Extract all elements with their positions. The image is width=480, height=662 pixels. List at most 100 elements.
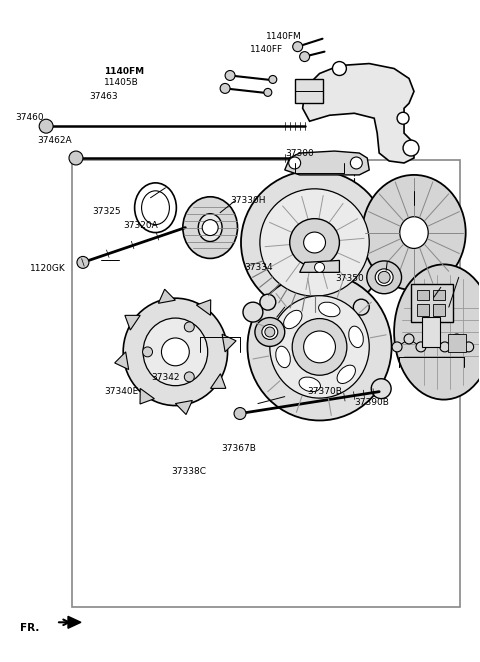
Ellipse shape [319,302,340,316]
Ellipse shape [262,324,278,340]
Ellipse shape [142,191,169,224]
Ellipse shape [400,216,428,248]
Text: 37325: 37325 [92,207,120,216]
Text: 37462A: 37462A [37,136,72,144]
Bar [72,160,459,608]
Circle shape [288,157,300,169]
Ellipse shape [260,189,369,296]
Text: 37338C: 37338C [171,467,206,476]
Circle shape [404,334,414,344]
Ellipse shape [183,197,238,258]
Polygon shape [158,289,175,303]
Polygon shape [302,64,414,163]
Polygon shape [140,389,155,404]
Polygon shape [222,334,236,352]
Circle shape [416,342,426,352]
Circle shape [304,331,336,363]
Ellipse shape [123,298,228,406]
Ellipse shape [349,326,363,348]
Ellipse shape [248,273,392,420]
Ellipse shape [394,264,480,400]
Polygon shape [125,315,140,330]
Text: 11405B: 11405B [104,77,139,87]
Text: 1140FF: 1140FF [250,45,283,54]
Circle shape [428,334,438,344]
Polygon shape [300,260,339,272]
Circle shape [260,294,276,310]
Text: 37334: 37334 [245,263,274,271]
Circle shape [234,408,246,420]
Polygon shape [196,300,211,315]
Text: 37460: 37460 [16,113,44,122]
Circle shape [440,342,450,352]
Circle shape [300,52,310,62]
Ellipse shape [299,377,321,392]
Ellipse shape [270,296,369,398]
Circle shape [265,327,275,337]
Text: FR.: FR. [21,624,40,634]
Text: 37370B: 37370B [307,387,342,396]
Ellipse shape [134,183,176,232]
Ellipse shape [143,318,208,386]
Text: 37390B: 37390B [355,398,389,406]
Ellipse shape [198,214,222,242]
Circle shape [293,42,302,52]
Circle shape [333,62,347,75]
Circle shape [371,379,391,399]
Bar [417,290,429,300]
Ellipse shape [290,218,339,266]
Ellipse shape [241,170,388,314]
Circle shape [392,342,402,352]
Circle shape [264,89,272,97]
Text: 37463: 37463 [90,91,118,101]
Text: 37320A: 37320A [123,220,158,230]
Text: 1140FM: 1140FM [266,32,302,40]
Polygon shape [211,374,226,389]
Circle shape [184,372,194,382]
Ellipse shape [276,346,290,367]
Ellipse shape [255,318,285,346]
Circle shape [452,334,462,344]
Polygon shape [285,151,369,175]
Circle shape [220,83,230,93]
Circle shape [143,347,153,357]
Text: 1120GK: 1120GK [30,264,66,273]
Circle shape [269,75,277,83]
Bar [417,304,429,316]
Ellipse shape [375,269,393,286]
Circle shape [161,338,189,366]
Circle shape [403,140,419,156]
Ellipse shape [362,175,466,290]
Circle shape [69,151,83,165]
Polygon shape [115,352,129,369]
Polygon shape [68,616,81,628]
Bar [448,334,466,352]
Text: 37330H: 37330H [230,196,266,205]
Circle shape [353,299,369,315]
Ellipse shape [292,318,347,375]
Circle shape [378,271,390,283]
Circle shape [243,302,263,322]
Circle shape [184,322,194,332]
Circle shape [314,262,324,272]
Bar [433,290,445,300]
Circle shape [77,256,89,268]
Text: 37342: 37342 [152,373,180,381]
Circle shape [464,342,474,352]
Bar [411,284,453,322]
Polygon shape [175,401,192,414]
Circle shape [350,157,362,169]
Ellipse shape [337,365,355,383]
Bar [295,79,323,103]
Circle shape [202,220,218,236]
Text: 37340E: 37340E [104,387,138,396]
Text: 37350: 37350 [336,274,364,283]
Circle shape [39,119,53,133]
Circle shape [397,113,409,124]
Bar [433,304,445,316]
Text: 37367B: 37367B [221,444,256,453]
Ellipse shape [284,310,302,328]
Bar [422,317,440,347]
Text: 1140FM: 1140FM [104,66,144,75]
Ellipse shape [304,232,325,253]
